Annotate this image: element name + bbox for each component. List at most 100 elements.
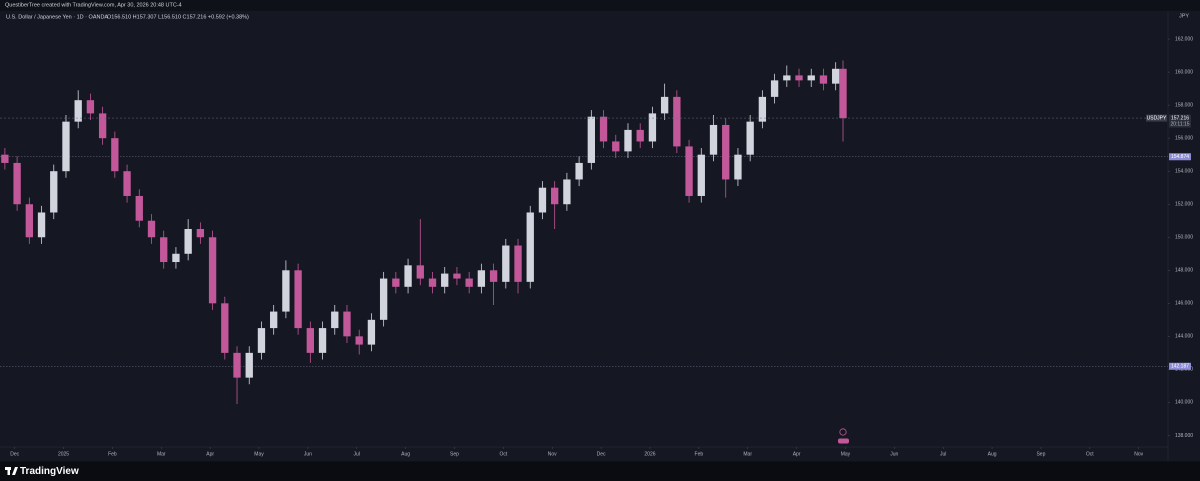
x-tick-label: Apr xyxy=(206,451,214,457)
candle-body xyxy=(367,319,376,345)
y-tick-label: 138.000 xyxy=(1175,433,1193,439)
candle-body xyxy=(832,68,840,84)
x-tick-label: Jul xyxy=(354,451,360,457)
logo-shape xyxy=(7,467,10,475)
candle-body xyxy=(123,171,131,196)
candle-body xyxy=(355,336,363,345)
candle-body xyxy=(839,68,847,119)
caption: QuestiberTree created with TradingView.c… xyxy=(5,2,182,8)
x-tick-label: Aug xyxy=(988,451,997,457)
candle-body xyxy=(477,270,486,287)
chart-title: U.S. Dollar / Japanese Yen · 1D · OANDA xyxy=(6,14,108,20)
x-tick-label: Jul xyxy=(940,451,946,457)
x-tick-label: Dec xyxy=(597,451,606,457)
y-tick-label: 152.000 xyxy=(1175,202,1193,208)
candle-body xyxy=(343,311,351,337)
price-tag-value: 157.216 xyxy=(1171,115,1189,121)
x-tick-label: Aug xyxy=(401,451,410,457)
candle-body xyxy=(62,121,70,172)
candle-body xyxy=(221,303,229,353)
x-tick-label: Feb xyxy=(695,451,704,457)
candle-body xyxy=(74,100,82,122)
candle-body xyxy=(563,179,571,205)
candle-body xyxy=(86,100,95,114)
candle-body xyxy=(331,311,339,329)
candle-body xyxy=(612,141,620,152)
level-tag xyxy=(1169,153,1191,161)
y-tick-label: 154.000 xyxy=(1175,169,1193,175)
price-tag xyxy=(1169,114,1191,128)
candle-body xyxy=(587,116,595,163)
event-icon[interactable] xyxy=(838,438,849,444)
y-tick-label: 150.000 xyxy=(1175,235,1193,241)
candle-body xyxy=(294,270,302,329)
candle-body xyxy=(441,273,449,287)
x-tick-label: Jun xyxy=(890,451,898,457)
candle-body xyxy=(697,154,705,196)
event-icon[interactable] xyxy=(839,428,847,436)
y-tick-label: 140.000 xyxy=(1175,400,1193,406)
candle-body xyxy=(465,278,473,287)
x-tick-label: Nov xyxy=(548,451,557,457)
candle-body xyxy=(233,352,241,378)
x-tick-label: May xyxy=(254,451,264,457)
x-tick-label: Oct xyxy=(1086,451,1094,457)
event-markers xyxy=(838,428,849,444)
candle-body xyxy=(489,270,498,282)
x-tick-label: Feb xyxy=(108,451,117,457)
x-tick-label: Apr xyxy=(793,451,801,457)
level-label: 142.187 xyxy=(1171,364,1189,370)
candle-body xyxy=(196,229,205,238)
candle-body xyxy=(575,162,583,180)
x-tick-label: Mar xyxy=(157,451,166,457)
x-tick-label: Dec xyxy=(10,451,19,457)
candle-body xyxy=(50,171,58,213)
candle-body xyxy=(306,328,314,353)
ohlc-legend: O156.510 H157.307 L156.510 C157.216 +0.5… xyxy=(107,14,249,20)
brand: TradingView xyxy=(20,466,79,477)
y-tick-label: 144.000 xyxy=(1175,334,1193,340)
candle-body xyxy=(807,75,815,81)
candle-body xyxy=(270,311,278,329)
candle-body xyxy=(770,80,779,97)
candle-body xyxy=(135,195,143,221)
candle-body xyxy=(636,129,644,142)
candle-body xyxy=(37,212,46,238)
candle-body xyxy=(758,96,767,122)
candle-body xyxy=(282,270,290,312)
y-tick-label: 160.000 xyxy=(1175,69,1193,75)
candle-body xyxy=(257,328,266,353)
candle-body xyxy=(795,75,803,81)
candle-body xyxy=(502,245,510,282)
footer xyxy=(0,462,1200,481)
plot-area xyxy=(0,11,1200,461)
logo-shape xyxy=(12,467,18,475)
candle-body xyxy=(245,352,253,378)
candle-body xyxy=(783,75,791,81)
y-tick-label: 148.000 xyxy=(1175,268,1193,274)
y-tick-label: 162.000 xyxy=(1175,36,1193,42)
x-tick-label: 2025 xyxy=(58,451,69,457)
candle-body xyxy=(392,278,400,287)
candle-body xyxy=(416,265,424,279)
x-tick-label: Sep xyxy=(1036,451,1045,457)
currency-label: JPY xyxy=(1179,13,1189,19)
candle-body xyxy=(722,124,730,180)
x-tick-label: Mar xyxy=(743,451,752,457)
symbol-label: USDJPY xyxy=(1147,115,1167,121)
candle-body xyxy=(673,96,681,147)
x-tick-label: May xyxy=(841,451,851,457)
price-tag-countdown: 20:11:15 xyxy=(1170,121,1189,127)
candle-body xyxy=(734,154,742,180)
level-tag xyxy=(1169,362,1191,370)
candle-body xyxy=(1,154,9,163)
x-tick-label: 2026 xyxy=(644,451,655,457)
candle-body xyxy=(208,237,217,304)
candle-body xyxy=(551,187,559,205)
candle-body xyxy=(514,245,522,282)
candle-body xyxy=(538,187,547,213)
candle-body xyxy=(746,121,754,155)
logo xyxy=(5,467,18,475)
level-label: 154.874 xyxy=(1171,154,1189,160)
candle-body xyxy=(160,237,168,263)
